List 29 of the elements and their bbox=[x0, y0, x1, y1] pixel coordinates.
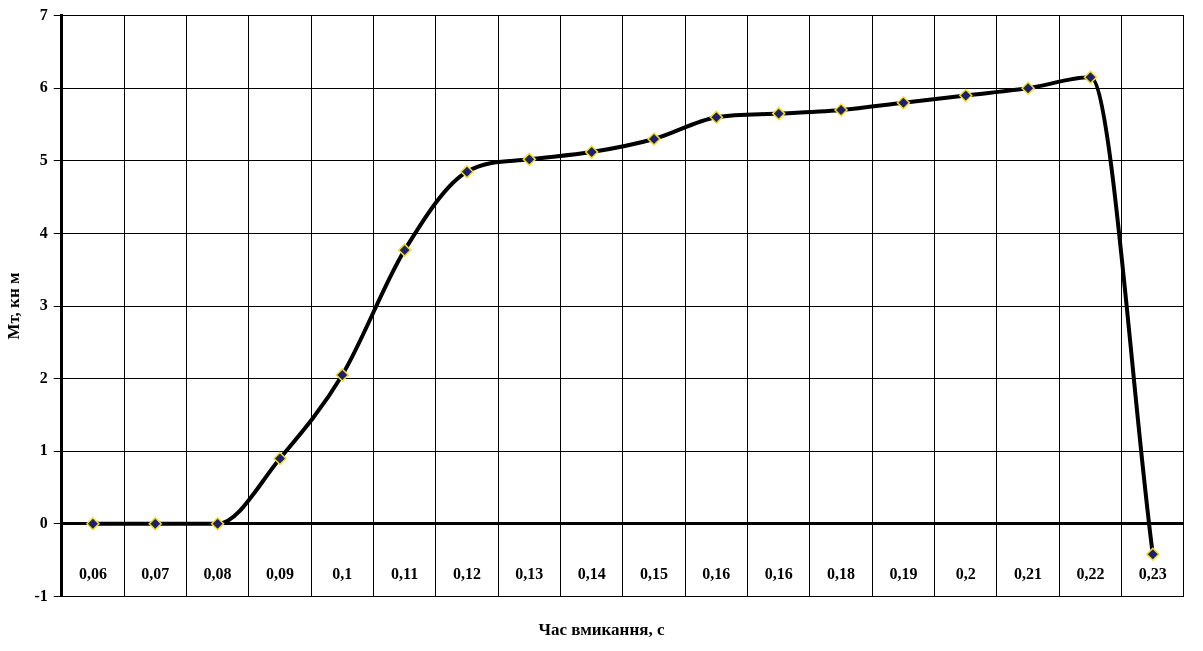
x-tick-label: 0,08 bbox=[203, 564, 232, 582]
x-tick-label: 0,13 bbox=[515, 564, 544, 582]
y-tick-label: 0 bbox=[39, 513, 48, 531]
x-tick-label: 0,14 bbox=[577, 564, 606, 582]
x-tick-label: 0,06 bbox=[78, 564, 107, 582]
y-tick-label: 1 bbox=[39, 441, 48, 459]
x-tick-label: 0,11 bbox=[391, 564, 419, 582]
x-tick-label: 0,16 bbox=[764, 564, 793, 582]
x-tick-label: 0,23 bbox=[1138, 564, 1167, 582]
x-tick-label: 0,09 bbox=[265, 564, 294, 582]
x-tick-label: 0,19 bbox=[889, 564, 918, 582]
x-tick-label: 0,15 bbox=[640, 564, 669, 582]
y-tick-label: 3 bbox=[39, 296, 48, 314]
x-tick-label: 0,07 bbox=[141, 564, 170, 582]
y-axis-title: Мт, кн м bbox=[3, 272, 23, 340]
y-tick-label: 4 bbox=[39, 223, 48, 241]
y-tick-label: 7 bbox=[39, 5, 48, 23]
x-tick-label: 0,21 bbox=[1014, 564, 1043, 582]
y-tick-label: 5 bbox=[39, 150, 48, 168]
x-axis-title: Час вмикання, с bbox=[537, 620, 666, 640]
y-tick-label: 2 bbox=[39, 368, 48, 386]
y-tick-label: 6 bbox=[39, 78, 48, 96]
x-tick-label: 0,2 bbox=[955, 564, 976, 582]
x-tick-label: 0,18 bbox=[827, 564, 856, 582]
y-tick-label: -1 bbox=[34, 586, 48, 604]
x-tick-label: 0,22 bbox=[1076, 564, 1105, 582]
x-tick-label: 0,1 bbox=[332, 564, 353, 582]
x-tick-label: 0,16 bbox=[702, 564, 731, 582]
x-tick-label: 0,12 bbox=[452, 564, 481, 582]
